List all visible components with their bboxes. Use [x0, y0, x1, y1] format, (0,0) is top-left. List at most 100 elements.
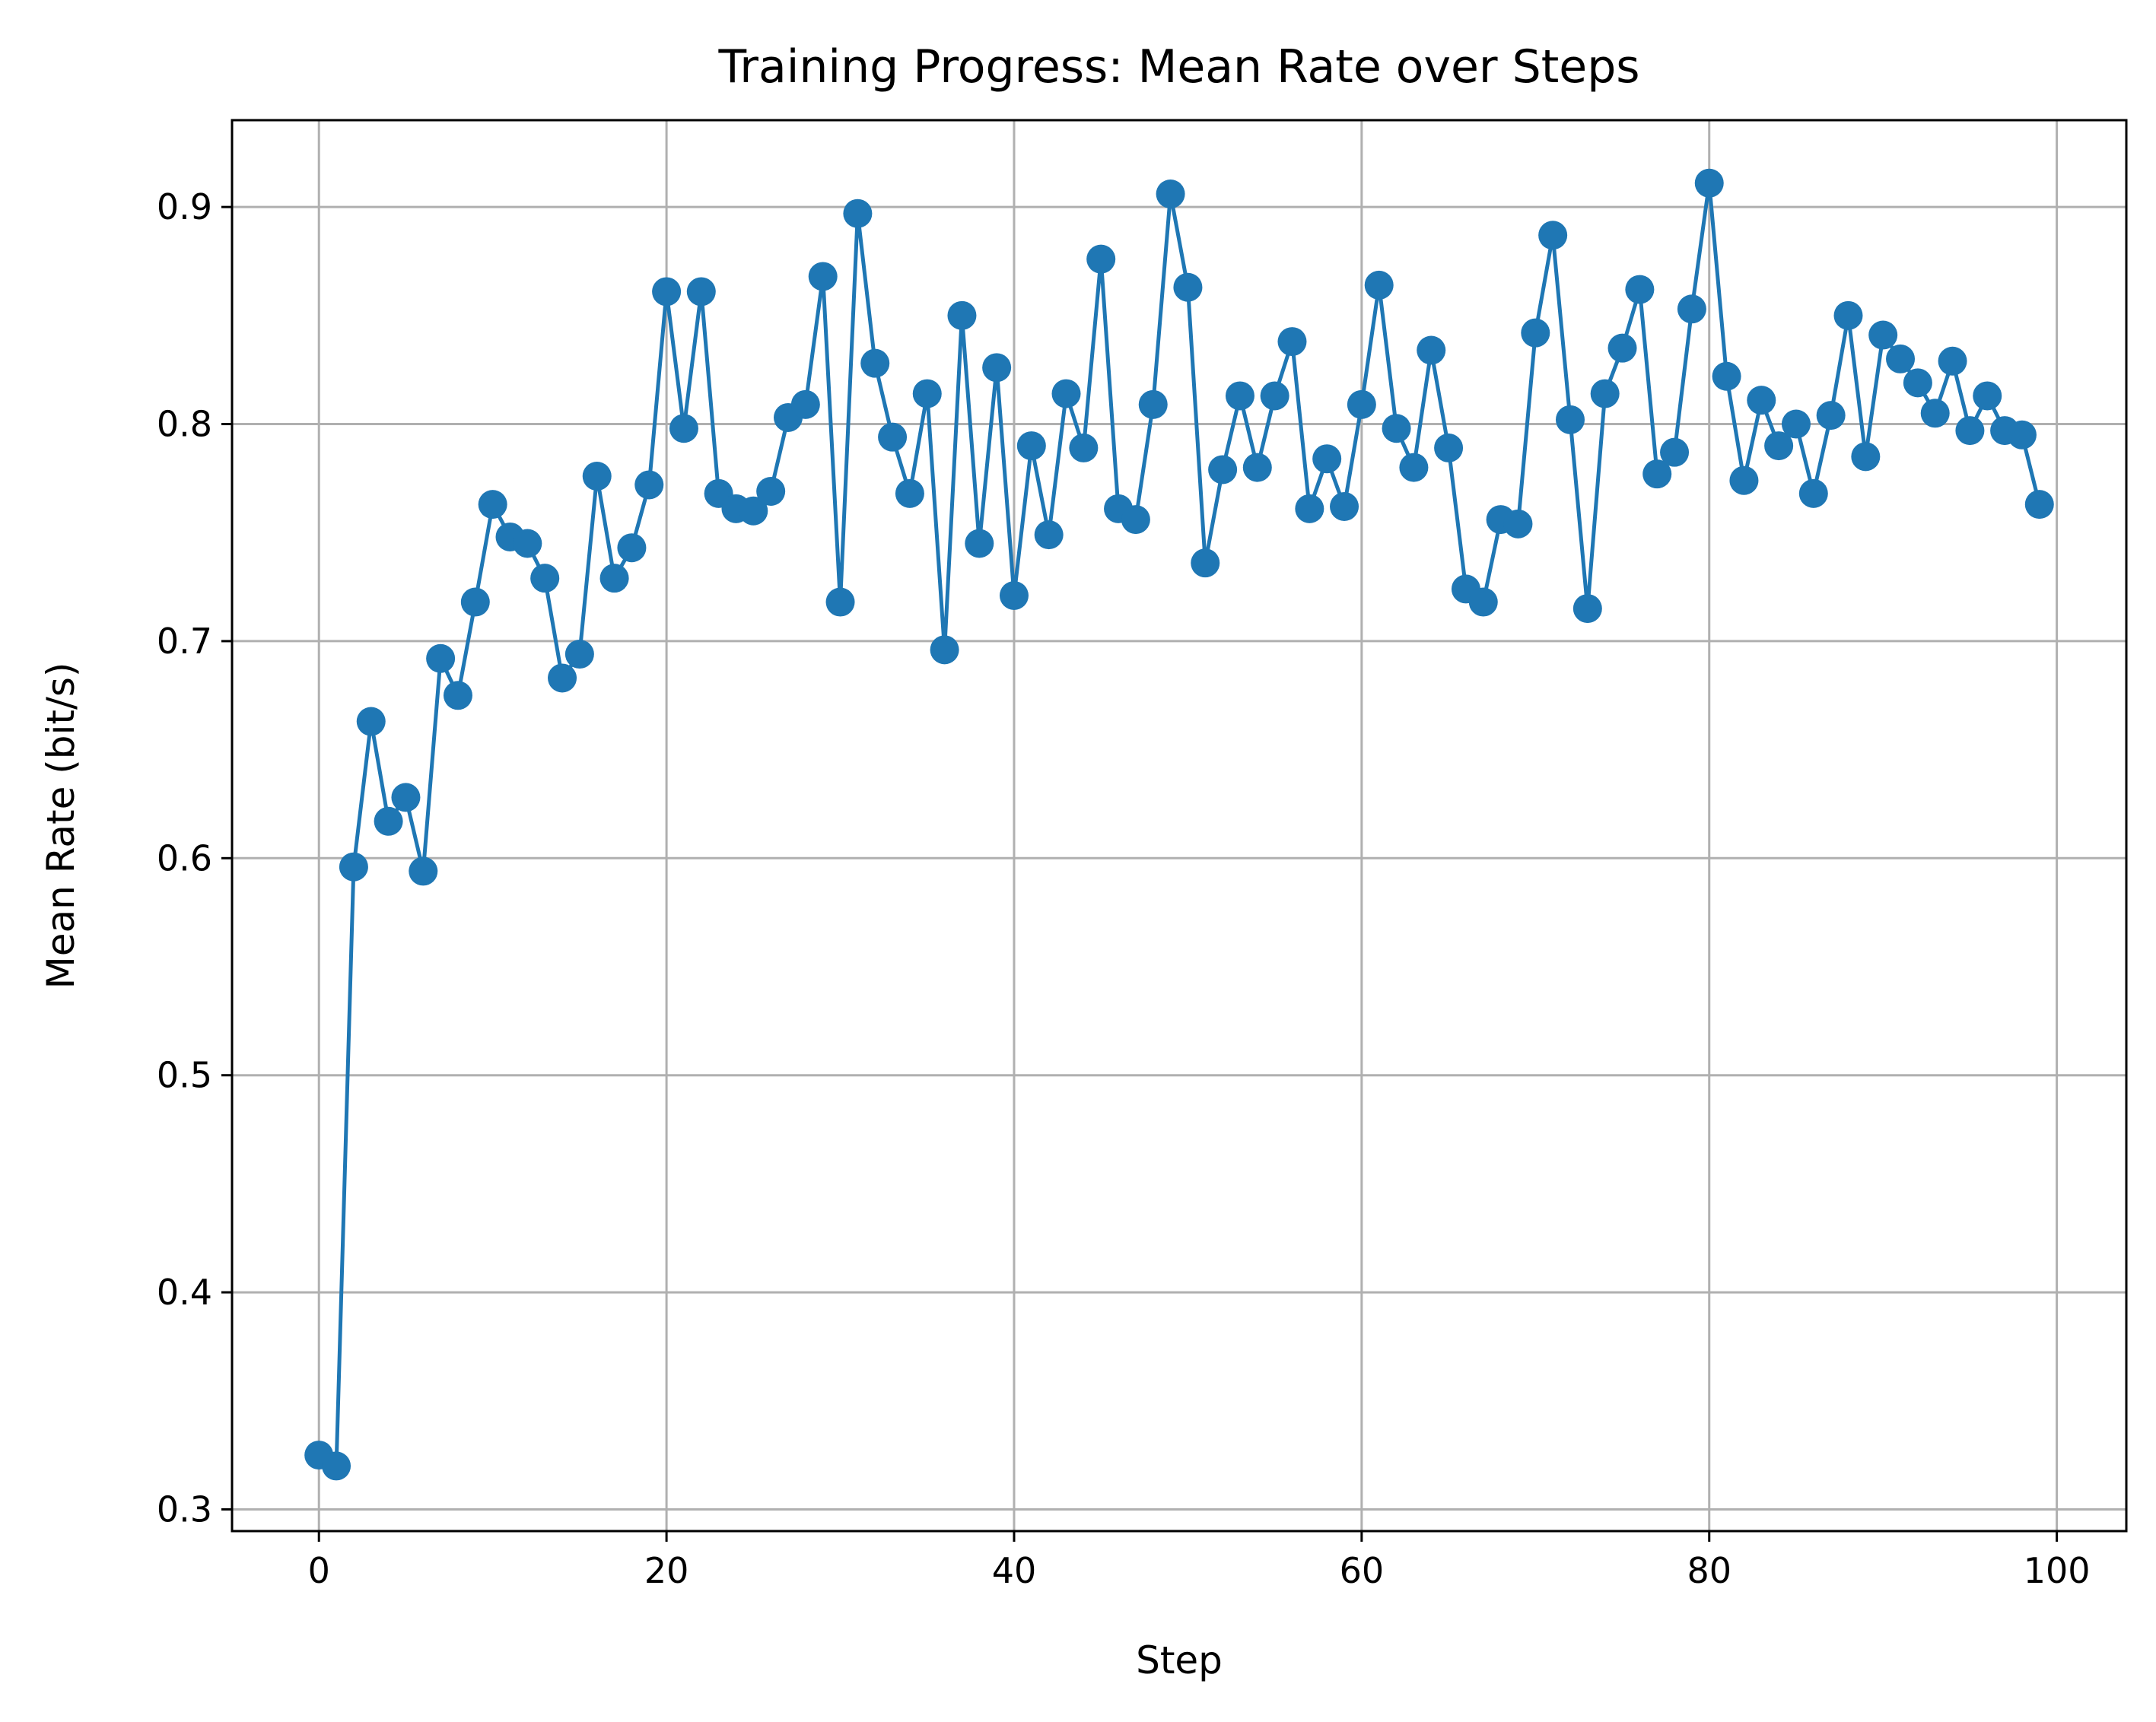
data-point [1382, 414, 1411, 443]
data-point [1903, 368, 1932, 398]
data-point [1417, 335, 1446, 365]
data-point [1312, 444, 1342, 474]
data-point [2007, 420, 2037, 450]
data-point [895, 478, 924, 508]
data-point [339, 852, 368, 882]
plot-frame [231, 119, 2128, 1533]
data-point [1399, 453, 1429, 482]
data-point [1973, 381, 2002, 411]
data-point [1468, 587, 1498, 617]
data-point [669, 414, 698, 443]
data-point [460, 587, 490, 617]
data-point [1833, 300, 1863, 330]
data-point [1816, 401, 1846, 430]
data-point [1069, 433, 1099, 462]
data-point [1138, 389, 1168, 419]
data-point [599, 564, 629, 593]
data-point [1781, 409, 1811, 439]
data-point [564, 640, 594, 669]
data-point [548, 663, 577, 693]
data-point [356, 707, 386, 736]
y-tick-label: 0.5 [157, 1055, 212, 1096]
data-point [1330, 491, 1359, 521]
data-point [1798, 478, 1828, 508]
y-tick-label: 0.6 [157, 837, 212, 878]
chart-title: Training Progress: Mean Rate over Steps [717, 40, 1639, 94]
axis-ticks: 0 20 40 60 80 100 0.3 0.4 0.5 0.6 0.7 0.8 0.9 [157, 186, 2091, 1591]
data-point [1677, 294, 1706, 324]
y-tick-label: 0.9 [157, 186, 212, 227]
data-point [1173, 272, 1203, 302]
x-tick-label: 80 [1687, 1550, 1731, 1591]
data-point [1208, 455, 1238, 485]
data-point [1521, 318, 1550, 348]
series-line [317, 181, 2042, 1468]
data-point [1347, 389, 1376, 419]
data-point [1364, 270, 1394, 300]
data-point [790, 389, 820, 419]
data-point [1121, 505, 1150, 535]
data-point [391, 783, 421, 812]
data-point [1607, 333, 1637, 363]
data-point [1555, 405, 1585, 434]
data-point [1625, 275, 1655, 304]
x-axis-label: Step [1136, 1638, 1223, 1682]
data-point [965, 529, 994, 558]
data-point [947, 300, 977, 330]
data-point [1938, 346, 1967, 376]
data-point [1191, 548, 1220, 578]
x-tick-label: 40 [992, 1550, 1037, 1591]
data-point [443, 681, 472, 710]
data-point [1590, 379, 1620, 408]
data-point [1660, 437, 1690, 467]
y-tick-label: 0.3 [157, 1488, 212, 1530]
data-point [912, 379, 942, 408]
data-point [478, 490, 507, 519]
data-point [1642, 459, 1672, 489]
data-point [582, 462, 612, 491]
data-point [1572, 594, 1602, 624]
data-point [1764, 431, 1794, 461]
data-point [1016, 431, 1046, 461]
x-tick-label: 60 [1340, 1550, 1385, 1591]
data-point [1295, 494, 1324, 523]
x-tick-label: 20 [644, 1550, 689, 1591]
data-point [1886, 344, 1916, 373]
data-point [999, 580, 1029, 610]
data-point [686, 277, 716, 307]
data-point [982, 353, 1012, 383]
data-point [426, 643, 456, 673]
y-tick-label: 0.7 [157, 621, 212, 662]
x-tick-label: 0 [308, 1550, 330, 1591]
y-tick-label: 0.8 [157, 404, 212, 445]
data-point [1868, 320, 1898, 350]
data-point [1747, 386, 1776, 415]
data-point [843, 199, 873, 228]
data-point [739, 496, 768, 526]
data-point [1156, 180, 1185, 209]
y-axis-label: Mean Rate (bit/s) [39, 662, 83, 990]
data-point [409, 856, 438, 886]
data-point [513, 529, 542, 558]
data-point [1086, 244, 1116, 274]
data-point [808, 262, 838, 291]
data-point [878, 422, 908, 452]
data-point [1712, 361, 1741, 391]
data-point [1277, 327, 1307, 357]
data-point [1034, 520, 1064, 550]
data-point [1851, 442, 1881, 472]
data-point [634, 470, 664, 500]
data-point [1694, 168, 1724, 198]
data-point [530, 564, 560, 593]
data-point [756, 477, 786, 507]
data-point [617, 533, 647, 563]
data-point [1920, 399, 1950, 428]
data-point [930, 635, 959, 665]
data-point [2024, 490, 2054, 519]
data-point [825, 587, 855, 617]
data-point [1242, 453, 1272, 482]
grid-lines [232, 120, 2126, 1531]
data-point [1051, 379, 1081, 408]
